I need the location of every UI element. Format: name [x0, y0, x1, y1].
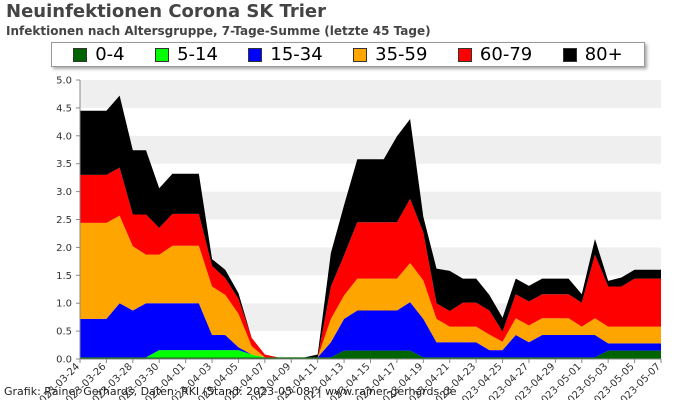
series-area-80+	[80, 95, 661, 358]
footer-credit: Grafik: Rainer Gerhards, Daten: RKI (Sta…	[4, 385, 457, 398]
legend-label: 15-34	[270, 44, 323, 65]
legend-swatch	[155, 47, 170, 62]
legend-item-15-34: 15-34	[248, 44, 323, 65]
legend-label: 60-79	[479, 44, 533, 65]
legend-swatch	[73, 47, 88, 62]
y-tick-label: 5.0	[56, 76, 72, 87]
y-tick-label: 0.5	[56, 327, 72, 338]
legend-item-0-4: 0-4	[73, 44, 125, 65]
legend-label: 0-4	[95, 44, 125, 65]
legend-label: 35-59	[375, 44, 428, 65]
legend-swatch	[353, 47, 368, 62]
chart-subtitle: Infektionen nach Altersgruppe, 7-Tage-Su…	[6, 24, 431, 38]
legend-swatch	[562, 47, 577, 62]
y-tick-label: 4.0	[56, 131, 72, 142]
y-tick-label: 3.0	[56, 187, 72, 198]
series-area-15-34	[80, 302, 661, 358]
grid-band	[80, 107, 661, 136]
y-tick-label: 1.5	[56, 271, 72, 282]
legend-item-35-59: 35-59	[353, 44, 427, 65]
legend-label: 80+	[584, 44, 623, 65]
legend-item-80+: 80+	[562, 44, 623, 65]
legend-item-60-79: 60-79	[457, 44, 533, 65]
y-tick-label: 0.0	[56, 355, 72, 366]
series-area-35-59	[80, 215, 661, 358]
legend: 0-4 5-14 15-34 35-59 60-79 80+	[51, 42, 645, 67]
legend-swatch	[248, 47, 263, 62]
y-tick-label: 1.0	[56, 299, 72, 310]
y-tick-label: 2.0	[56, 243, 72, 254]
grid-band	[80, 80, 661, 108]
legend-label: 5-14	[177, 44, 218, 65]
series-areas	[80, 95, 661, 359]
series-area-0-4	[80, 350, 661, 359]
series-area-5-14	[80, 350, 661, 358]
legend-item-5-14: 5-14	[155, 44, 218, 65]
y-tick-label: 4.5	[56, 103, 72, 114]
series-area-60-79	[80, 167, 661, 358]
y-tick-label: 2.5	[56, 215, 72, 226]
legend-swatch	[457, 47, 472, 62]
chart-title: Neuinfektionen Corona SK Trier	[6, 1, 326, 22]
y-tick-label: 3.5	[56, 159, 72, 170]
grid-band	[80, 135, 661, 164]
